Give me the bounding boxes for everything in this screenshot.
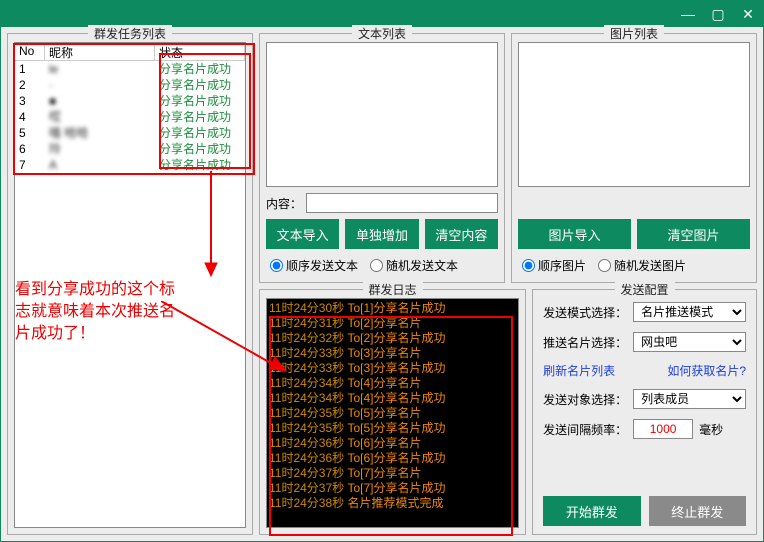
task-row[interactable]: 6玲分享名片成功 <box>15 141 245 157</box>
text-rand-radio[interactable]: 随机发送文本 <box>370 257 458 274</box>
target-label: 发送对象选择： <box>543 391 627 408</box>
stop-button[interactable]: 终止群发 <box>649 496 746 526</box>
log-line: 11时24分33秒 To[3]分享名片成功 <box>269 361 516 376</box>
maximize-button[interactable]: ▢ <box>703 1 733 27</box>
task-row[interactable]: 3■分享名片成功 <box>15 93 245 109</box>
text-seq-radio[interactable]: 顺序发送文本 <box>270 257 358 274</box>
task-row[interactable]: 2·分享名片成功 <box>15 77 245 93</box>
log-line: 11时24分34秒 To[4]分享名片 <box>269 376 516 391</box>
text-import-button[interactable]: 文本导入 <box>266 219 339 249</box>
task-row[interactable]: 4哎分享名片成功 <box>15 109 245 125</box>
app-window: — ▢ ✕ No 昵称 状态 1le分享名片成功2·分享名片成功3■分享名片成功… <box>0 0 764 542</box>
start-button[interactable]: 开始群发 <box>543 496 640 526</box>
interval-input[interactable] <box>633 419 693 439</box>
log-line: 11时24分36秒 To[6]分享名片成功 <box>269 451 516 466</box>
log-line: 11时24分32秒 To[2]分享名片成功 <box>269 331 516 346</box>
content-label: 内容： <box>266 195 302 212</box>
log-line: 11时24分38秒 名片推荐模式完成 <box>269 496 516 511</box>
log-line: 11时24分36秒 To[6]分享名片 <box>269 436 516 451</box>
log-line: 11时24分37秒 To[7]分享名片 <box>269 466 516 481</box>
log-line: 11时24分37秒 To[7]分享名片成功 <box>269 481 516 496</box>
card-label: 推送名片选择： <box>543 334 627 351</box>
log-panel: 11时24分30秒 To[1]分享名片成功11时24分31秒 To[2]分享名片… <box>259 289 526 535</box>
interval-label: 发送间隔频率： <box>543 421 627 438</box>
image-list-panel: 图片导入 清空图片 顺序图片 随机发送图片 <box>511 33 757 283</box>
task-row[interactable]: 1le分享名片成功 <box>15 61 245 77</box>
content-input[interactable] <box>306 193 498 213</box>
col-no: No <box>15 43 45 60</box>
titlebar: — ▢ ✕ <box>1 1 763 27</box>
help-link[interactable]: 如何获取名片? <box>667 362 746 379</box>
task-row[interactable]: 7A分享名片成功 <box>15 157 245 173</box>
log-line: 11时24分33秒 To[3]分享名片 <box>269 346 516 361</box>
mode-select[interactable]: 名片推送模式 <box>633 302 746 322</box>
col-status: 状态 <box>155 43 245 60</box>
log-line: 11时24分35秒 To[5]分享名片 <box>269 406 516 421</box>
task-list-panel: No 昵称 状态 1le分享名片成功2·分享名片成功3■分享名片成功4哎分享名片… <box>7 33 253 535</box>
minimize-button[interactable]: — <box>673 1 703 27</box>
task-list-header: No 昵称 状态 <box>15 43 245 61</box>
text-add-button[interactable]: 单独增加 <box>345 219 418 249</box>
image-seq-radio[interactable]: 顺序图片 <box>522 257 586 274</box>
image-clear-button[interactable]: 清空图片 <box>637 219 750 249</box>
image-listbox[interactable] <box>518 42 750 187</box>
text-clear-button[interactable]: 清空内容 <box>425 219 498 249</box>
image-rand-radio[interactable]: 随机发送图片 <box>598 257 686 274</box>
log-line: 11时24分30秒 To[1]分享名片成功 <box>269 301 516 316</box>
close-button[interactable]: ✕ <box>733 1 763 27</box>
card-select[interactable]: 网虫吧 <box>633 332 746 352</box>
task-listview[interactable]: No 昵称 状态 1le分享名片成功2·分享名片成功3■分享名片成功4哎分享名片… <box>14 42 246 528</box>
col-name: 昵称 <box>45 43 155 60</box>
config-panel: 发送模式选择： 名片推送模式 推送名片选择： 网虫吧 刷新名片列表 如何获取名片… <box>532 289 757 535</box>
mode-label: 发送模式选择： <box>543 304 627 321</box>
interval-unit: 毫秒 <box>699 421 723 438</box>
log-textarea[interactable]: 11时24分30秒 To[1]分享名片成功11时24分31秒 To[2]分享名片… <box>266 298 519 528</box>
log-line: 11时24分35秒 To[5]分享名片成功 <box>269 421 516 436</box>
refresh-cards-link[interactable]: 刷新名片列表 <box>543 362 615 379</box>
image-import-button[interactable]: 图片导入 <box>518 219 631 249</box>
text-list-panel: 内容： 文本导入 单独增加 清空内容 顺序发送文本 随机发送文本 <box>259 33 505 283</box>
log-line: 11时24分34秒 To[4]分享名片成功 <box>269 391 516 406</box>
target-select[interactable]: 列表成员 <box>633 389 746 409</box>
task-row[interactable]: 5嘻 哈哈分享名片成功 <box>15 125 245 141</box>
log-line: 11时24分31秒 To[2]分享名片 <box>269 316 516 331</box>
text-listbox[interactable] <box>266 42 498 187</box>
